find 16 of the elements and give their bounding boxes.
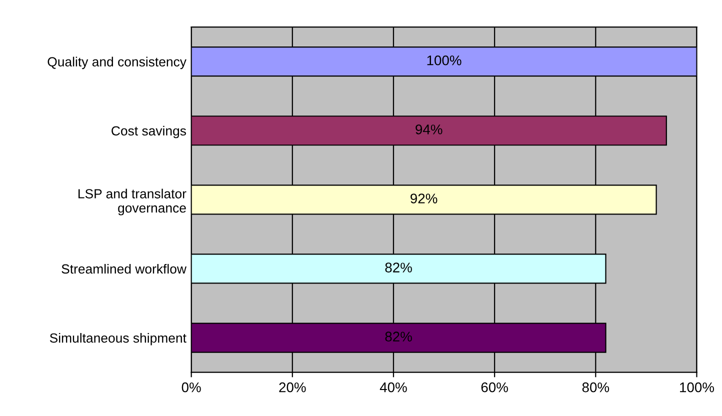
x-tick-label: 60% bbox=[481, 382, 508, 392]
data-label: 94% bbox=[416, 124, 442, 134]
data-label: 92% bbox=[410, 194, 438, 204]
data-label: 82% bbox=[385, 262, 412, 272]
data-label: 100% bbox=[427, 55, 462, 66]
y-tick-label: LSP and translator governance bbox=[78, 188, 186, 216]
x-tick-label: 20% bbox=[279, 382, 306, 392]
data-label: 82% bbox=[385, 332, 412, 342]
y-tick-label: Cost savings bbox=[112, 126, 186, 138]
x-tick-label: 100% bbox=[680, 382, 714, 392]
y-tick-label: Streamlined workflow bbox=[62, 264, 187, 274]
y-tick-label: Simultaneous shipment bbox=[50, 333, 186, 346]
y-tick-label: Quality and consistency bbox=[48, 56, 186, 70]
x-tick-label: 40% bbox=[380, 382, 407, 392]
x-tick-label: 80% bbox=[582, 382, 610, 392]
x-tick-label: 0% bbox=[182, 382, 201, 392]
